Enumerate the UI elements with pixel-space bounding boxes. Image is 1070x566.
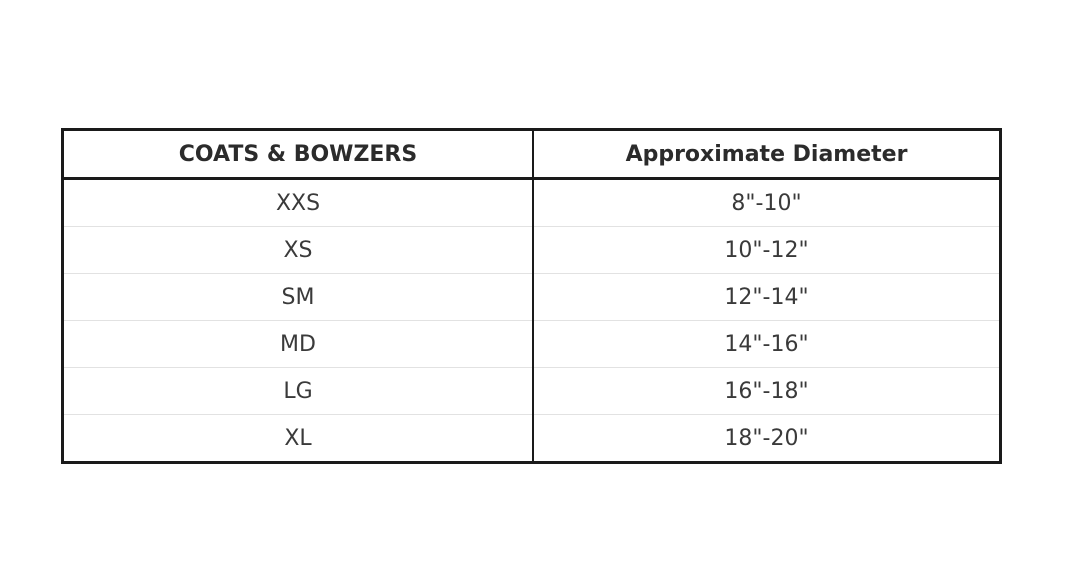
diameter-cell: 14"-16"	[533, 320, 1001, 368]
header-row: COATS & BOWZERS Approximate Diameter	[62, 129, 1001, 180]
diameter-cell: 18"-20"	[533, 414, 1001, 463]
size-cell: MD	[62, 320, 534, 368]
table-row: XS 10"-12"	[62, 226, 1001, 274]
diameter-cell: 10"-12"	[533, 226, 1001, 274]
table-row: XXS 8"-10"	[62, 178, 1001, 227]
header-size: COATS & BOWZERS	[62, 129, 534, 180]
diameter-cell: 8"-10"	[731, 190, 802, 216]
table-row: LG 16"-18"	[62, 367, 1001, 415]
header-diameter: Approximate Diameter	[533, 129, 1001, 180]
size-cell: SM	[62, 273, 534, 321]
diameter-cell: 12"-14"	[533, 273, 1001, 321]
size-chart-table: COATS & BOWZERS Approximate Diameter XXS…	[61, 128, 1002, 464]
size-cell: LG	[62, 367, 534, 415]
size-cell: XL	[62, 414, 534, 463]
table-row: MD 14"-16"	[62, 320, 1001, 368]
size-cell: XXS	[62, 178, 534, 227]
table-row: XL 18"-20"	[62, 414, 1001, 463]
size-cell: XS	[62, 226, 534, 274]
diameter-cell: 16"-18"	[533, 367, 1001, 415]
table-row: SM 12"-14"	[62, 273, 1001, 321]
